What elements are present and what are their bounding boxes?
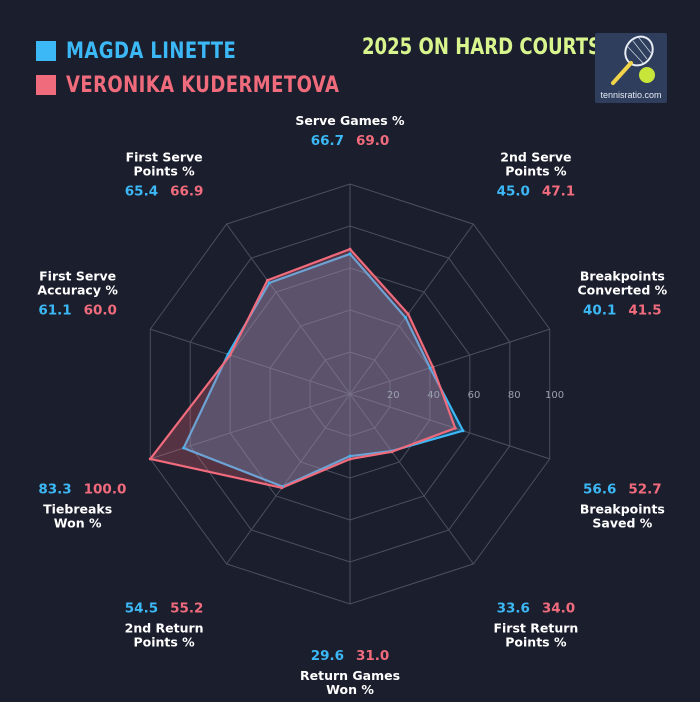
axis-label-4-line-0: First Return — [493, 621, 578, 636]
axis-label-9-line-1: Points % — [133, 163, 195, 178]
tennis-racket-icon — [611, 35, 655, 85]
data-point-s1-0 — [348, 247, 352, 251]
value-label-kudermetova-4: 34.0 — [542, 601, 575, 617]
legend-item-linette: MAGDA LINETTE — [36, 34, 399, 68]
axis-label-3-line-1: Saved % — [592, 516, 652, 531]
data-point-s0-1 — [404, 316, 408, 320]
axis-label-7-line-0: Tiebreaks — [43, 502, 112, 517]
logo-text: tennisratio.com — [600, 90, 662, 100]
tick-label-2: 40 — [427, 390, 440, 401]
axis-label-9-line-0: First Serve — [126, 149, 203, 164]
value-label-linette-7: 83.3 — [38, 482, 71, 498]
axis-label-7-line-1: Won % — [54, 516, 102, 531]
axis-label-0-line-0: Serve Games % — [295, 113, 405, 128]
legend: MAGDA LINETTE VERONIKA KUDERMETOVA — [36, 34, 399, 102]
value-label-kudermetova-9: 66.9 — [170, 183, 203, 199]
axis-label-1-line-1: Points % — [505, 163, 567, 178]
grid-spoke-4 — [349, 393, 474, 565]
tick-label-1: 20 — [387, 390, 400, 401]
value-label-linette-5: 29.6 — [311, 648, 344, 664]
value-label-kudermetova-7: 100.0 — [84, 482, 127, 498]
value-label-kudermetova-5: 31.0 — [356, 648, 389, 664]
grid-spoke-9 — [226, 223, 351, 395]
axis-label-1-line-0: 2nd Serve — [500, 149, 571, 164]
axis-label-5-line-1: Won % — [326, 682, 374, 697]
data-point-s0-5 — [348, 454, 352, 458]
tick-label-4: 80 — [508, 390, 521, 401]
data-point-s1-8 — [228, 353, 232, 357]
value-label-linette-0: 66.7 — [311, 133, 344, 149]
data-point-s0-0 — [348, 252, 352, 256]
value-label-linette-2: 40.1 — [583, 302, 616, 318]
value-label-kudermetova-6: 55.2 — [170, 601, 203, 617]
value-label-linette-1: 45.0 — [497, 183, 530, 199]
value-label-kudermetova-3: 52.7 — [628, 482, 661, 498]
data-point-s0-7 — [182, 446, 186, 450]
data-point-s0-9 — [267, 281, 271, 285]
axis-label-6-line-1: Points % — [133, 635, 195, 650]
legend-label-linette: MAGDA LINETTE — [66, 38, 237, 64]
chart-subtitle: 2025 ON HARD COURTS — [362, 35, 602, 60]
axis-label-8-line-1: Accuracy % — [37, 282, 118, 297]
grid-spoke-2 — [349, 328, 550, 395]
axis-label-3-line-0: Breakpoints — [580, 502, 665, 517]
data-point-s0-3 — [461, 429, 465, 433]
grid-spoke-8 — [150, 328, 351, 395]
value-label-linette-4: 33.6 — [497, 601, 530, 617]
value-label-kudermetova-2: 41.5 — [628, 302, 661, 318]
axis-label-5-line-0: Return Games — [300, 668, 400, 683]
series-polygon-1 — [149, 248, 457, 489]
legend-swatch-linette — [36, 41, 56, 61]
value-label-linette-3: 56.6 — [583, 482, 616, 498]
data-point-s1-7 — [148, 457, 152, 461]
grid-spoke-1 — [349, 223, 474, 395]
data-point-s1-9 — [265, 278, 269, 282]
axis-label-2-line-1: Converted % — [577, 282, 667, 297]
data-point-s1-6 — [280, 486, 284, 490]
data-point-s1-3 — [453, 426, 457, 430]
value-label-kudermetova-8: 60.0 — [84, 302, 117, 318]
data-point-s1-2 — [431, 365, 435, 369]
data-point-s1-5 — [348, 457, 352, 461]
tick-label-3: 60 — [468, 390, 481, 401]
grid-spoke-6 — [226, 393, 351, 565]
axis-label-8-line-0: First Serve — [39, 268, 116, 283]
legend-label-kudermetova: VERONIKA KUDERMETOVA — [66, 72, 340, 98]
value-label-linette-8: 61.1 — [38, 302, 71, 318]
legend-item-kudermetova: VERONIKA KUDERMETOVA — [36, 68, 399, 102]
legend-swatch-kudermetova — [36, 75, 56, 95]
grid-spoke-3 — [349, 393, 550, 460]
value-label-linette-9: 65.4 — [125, 183, 158, 199]
axis-label-2-line-0: Breakpoints — [580, 268, 665, 283]
axis-label-6-line-0: 2nd Return — [125, 621, 204, 636]
value-label-kudermetova-1: 47.1 — [542, 183, 575, 199]
value-label-kudermetova-0: 69.0 — [356, 133, 389, 149]
tennisratio-logo: tennisratio.com — [595, 33, 667, 103]
data-point-s1-1 — [406, 312, 410, 316]
axis-label-4-line-1: Points % — [505, 635, 567, 650]
value-label-linette-6: 54.5 — [125, 601, 158, 617]
tick-label-5: 100 — [545, 390, 564, 401]
data-point-s1-4 — [390, 450, 394, 454]
data-point-s0-2 — [428, 366, 432, 370]
